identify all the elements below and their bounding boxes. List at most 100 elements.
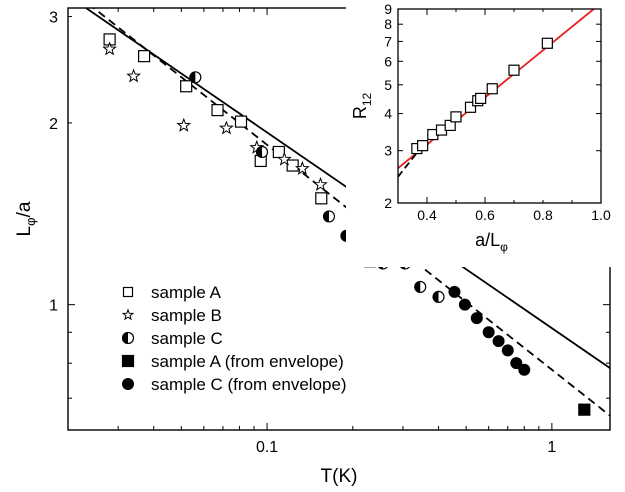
y-tick-label: 1 — [49, 298, 58, 315]
inset-y-tick-label: 4 — [384, 106, 392, 122]
data-point-sample-b — [276, 151, 292, 166]
legend-label: sample C (from envelope) — [151, 375, 347, 394]
series-sample-c-from-envelope — [448, 285, 531, 376]
legend-marker-sample-c-from-envelope — [122, 378, 134, 390]
inset-y-label-sub: 12 — [360, 93, 374, 107]
inset-series — [411, 37, 553, 155]
data-point-sample-b — [313, 176, 328, 191]
inset-x-tick-label: 0.6 — [475, 207, 495, 223]
data-point-sample-c-half — [256, 146, 263, 158]
data-point-sample-c-from-envelope — [501, 344, 514, 357]
inset-y-tick-label: 7 — [384, 33, 392, 49]
data-point-sample-c-from-envelope — [510, 357, 523, 370]
data-point-sample-c — [255, 145, 269, 159]
legend-label: sample B — [151, 306, 222, 325]
fit-lines — [84, 8, 610, 417]
data-point-sample-a-from-envelope — [578, 403, 591, 416]
inset-x-label-sub: φ — [500, 240, 508, 254]
data-point-sample-a — [272, 145, 285, 159]
inset-data-point — [417, 140, 429, 152]
inset-y-tick-label: 6 — [384, 53, 392, 69]
data-point-sample-c — [322, 210, 336, 223]
inset-frame — [397, 8, 602, 204]
inset-x-tick-label: 0.4 — [417, 207, 437, 223]
data-point-sample-a — [315, 192, 328, 205]
x-axis-label: T(K) — [321, 466, 358, 487]
legend-label: sample C — [151, 329, 223, 348]
data-point-sample-c-half — [433, 291, 439, 303]
inset-y-tick-label: 5 — [384, 77, 392, 93]
legend-item-sample-a-from-envelope: sample A (from envelope) — [121, 352, 344, 371]
inset-data-point — [464, 101, 477, 113]
x-tick-label: 1 — [547, 439, 556, 456]
legend-marker-sample-a — [122, 286, 134, 298]
inset-y-tick-label: 2 — [384, 195, 392, 211]
legend-marker-sample-c-half — [122, 332, 128, 344]
inset-y-axis-label: R12 — [350, 93, 374, 120]
data-point-sample-b — [176, 117, 192, 132]
legend-marker-sample-a-from-envelope — [121, 354, 135, 368]
y-axis-label: Lφ/a — [14, 201, 38, 236]
inset-x-tick-label: 1.0 — [591, 207, 611, 223]
legend-marker-sample-c — [121, 331, 135, 345]
data-point-sample-c-from-envelope — [448, 285, 461, 298]
inset-data-point — [508, 64, 520, 76]
inset-y-tick-label: 3 — [384, 143, 392, 159]
inset-x-tick-label: 0.8 — [533, 207, 553, 223]
inset-x-label-main: a/L — [475, 230, 500, 250]
data-point-sample-c-from-envelope — [458, 298, 471, 311]
legend-label: sample A (from envelope) — [151, 352, 344, 371]
data-point-sample-c — [432, 290, 445, 304]
data-point-sample-b — [294, 160, 310, 175]
dashed-fit-line — [92, 8, 610, 417]
data-point-sample-a — [180, 80, 193, 93]
data-point-sample-a — [286, 159, 299, 172]
data-point-sample-c — [414, 280, 427, 294]
inset-data-point — [450, 111, 462, 123]
inset-data-point — [475, 92, 487, 105]
inset-data-point — [444, 119, 456, 132]
y-axis-label-sub: φ — [23, 217, 38, 225]
inset-chart: 0.4 0.6 0.8 1.0 2 3 4 5 6 789 a/Lφ R12 — [346, 1, 619, 267]
data-point-sample-c-half — [414, 281, 421, 293]
legend-item-sample-a: sample A — [122, 283, 222, 302]
data-point-sample-a — [211, 104, 224, 117]
series-sample-b — [102, 41, 328, 191]
data-point-sample-c — [189, 71, 202, 84]
inset-x-axis: 0.4 0.6 0.8 1.0 — [397, 9, 611, 223]
data-point-sample-c-from-envelope — [492, 335, 505, 348]
data-point-sample-b — [126, 68, 142, 83]
legend-item-sample-c-from-envelope: sample C (from envelope) — [122, 375, 347, 394]
inset-y-tick-label: 8 — [384, 16, 392, 32]
data-point-sample-c-half — [189, 71, 196, 83]
inset-y-label-main: R — [350, 106, 370, 119]
dashed-fit-line — [398, 146, 422, 178]
data-point-sample-c-from-envelope — [518, 363, 531, 376]
data-point-sample-a — [137, 50, 151, 63]
data-point-sample-c-half — [340, 230, 347, 242]
legend-label: sample A — [151, 283, 222, 302]
inset-data-point — [486, 83, 498, 95]
data-point-sample-c-from-envelope — [482, 326, 495, 339]
inset-x-axis-label: a/Lφ — [475, 230, 508, 254]
inset-background — [346, 3, 619, 267]
data-point-sample-c-from-envelope — [470, 312, 483, 325]
inset-data-point — [541, 37, 553, 49]
inset-y-axis: 2 3 4 5 6 789 — [384, 1, 601, 211]
y-axis-label-rest: /a — [14, 201, 35, 217]
solid-fit-line — [84, 8, 610, 369]
x-tick-label: 0.1 — [256, 439, 278, 456]
data-point-sample-c-half — [323, 210, 330, 222]
y-tick-label: 3 — [49, 10, 58, 27]
y-axis-label-main: L — [14, 226, 35, 237]
legend-item-sample-c: sample C — [121, 329, 223, 348]
data-point-sample-b — [102, 41, 117, 56]
data-point-sample-b — [219, 120, 234, 135]
legend-marker-sample-b — [121, 308, 135, 321]
data-point-sample-a — [234, 115, 248, 128]
legend: sample A sample B sample C sample A (from e… — [121, 283, 347, 394]
y-tick-label: 2 — [49, 116, 58, 133]
series-sample-a-from-envelope — [578, 403, 591, 416]
inset-y-tick-label: 9 — [384, 1, 392, 17]
